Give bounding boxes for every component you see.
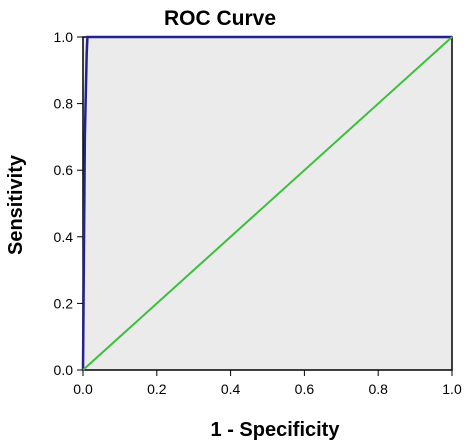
- series-layer: [81, 35, 453, 371]
- x-tick-label: 0.4: [221, 381, 241, 397]
- x-axis-ticks: 0.0 0.2 0.4 0.6 0.8 1.0: [73, 370, 462, 397]
- x-tick-label: 0.8: [368, 381, 388, 397]
- x-tick-label: 0.6: [295, 381, 315, 397]
- x-axis-title: 1 - Specificity: [211, 419, 341, 441]
- reference-diagonal-line: [82, 36, 453, 371]
- y-axis-ticks: 0.0 0.2 0.4 0.6 0.8 1.0: [54, 29, 83, 378]
- y-tick-label: 0.4: [54, 229, 74, 245]
- x-tick-label: 0.0: [73, 381, 93, 397]
- y-tick-label: 0.0: [54, 362, 74, 378]
- x-tick-label: 0.2: [147, 381, 167, 397]
- y-tick-label: 0.6: [54, 162, 74, 178]
- y-tick-label: 0.2: [54, 295, 74, 311]
- roc-curve-line: [81, 35, 452, 371]
- y-tick-label: 1.0: [54, 29, 74, 45]
- y-axis-title: Sensitivity: [5, 154, 27, 255]
- x-tick-label: 1.0: [442, 381, 462, 397]
- chart-title: ROC Curve: [164, 7, 276, 30]
- y-tick-label: 0.8: [54, 96, 74, 112]
